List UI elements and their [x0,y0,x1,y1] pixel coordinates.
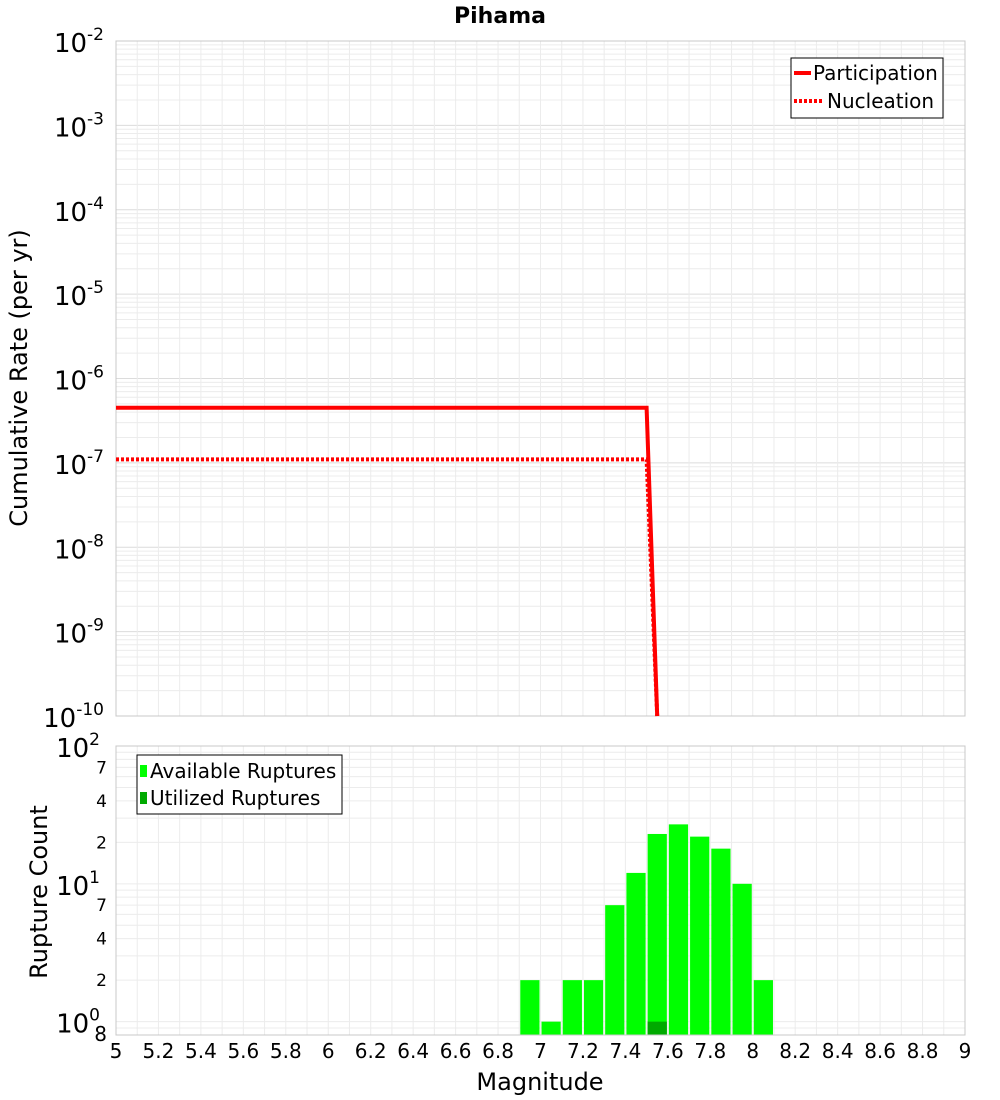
count-y-minor-tick-label: 4 [96,930,107,950]
participation-legend-label: Participation [813,61,938,85]
magnitude-x-tick-label: 5 [110,1039,123,1063]
available-rupture-bar [711,848,731,1035]
magnitude-x-tick-label: 7.6 [652,1039,684,1063]
rate-y-tick-label: 10-7 [54,447,104,481]
count-y-minor-tick-label: 2 [96,833,107,853]
magnitude-x-tick-label: 8.2 [779,1039,811,1063]
rate-y-tick-label: 10-4 [54,194,104,228]
available-rupture-bar [690,836,710,1035]
magnitude-x-tick-label: 8.4 [822,1039,854,1063]
count-y-axis-title: Rupture Count [25,805,53,979]
magnitude-x-tick-label: 6.2 [355,1039,387,1063]
utilized-legend-swatch [140,792,147,804]
nucleation-legend-label: Nucleation [827,89,934,113]
magnitude-x-tick-label: 6.8 [482,1039,514,1063]
rate-grid [115,41,966,717]
available-legend-label: Available Ruptures [150,759,336,783]
rate-y-tick-label: 10-8 [54,531,104,565]
count-y-minor-tick-label: 8 [94,1022,107,1046]
magnitude-x-tick-label: 7.2 [567,1039,599,1063]
magnitude-x-tick-label: 9 [959,1039,972,1063]
count-legend: Available Ruptures Utilized Ruptures [136,754,343,815]
magnitude-x-tick-label: 6 [322,1039,335,1063]
magnitude-x-axis-title: Magnitude [476,1068,603,1096]
available-legend-swatch [140,765,147,777]
available-rupture-bar [605,905,625,1035]
count-y-minor-tick-label: 2 [96,971,107,991]
rate-y-tick-label: 10-5 [54,278,104,312]
count-y-minor-tick-label: 7 [96,758,107,778]
nucleation-line [116,457,660,717]
count-bars [520,824,773,1035]
rate-y-tick-label: 10-6 [54,363,104,397]
count-y-major-tick-label: 102 [56,730,100,764]
rate-y-tick-label: 10-10 [43,700,104,734]
available-rupture-bar [562,980,582,1035]
available-rupture-bar [541,1021,561,1035]
count-y-minor-tick-label: 7 [96,896,107,916]
magnitude-x-tick-label: 8.8 [907,1039,939,1063]
count-y-major-tick-label: 101 [56,868,100,902]
rate-plot-frame [115,40,966,717]
magnitude-x-tick-label: 7 [534,1039,547,1063]
count-legend-box [136,754,343,815]
rate-y-tick-label: 10-3 [54,109,104,143]
count-y-ticks: 102 101 100 7 4 2 7 4 2 8 [56,730,107,1046]
available-rupture-bar [732,883,752,1035]
utilized-legend-label: Utilized Ruptures [150,786,320,810]
magnitude-x-tick-label: 5.6 [227,1039,259,1063]
utilized-rupture-bar [647,1021,667,1035]
rate-legend-box [790,57,944,119]
rate-y-ticks: 10-2 10-3 10-4 10-5 10-6 10-7 10-8 10-9 10-10 [43,25,104,734]
magnitude-x-tick-label: 7.8 [694,1039,726,1063]
rate-y-tick-label: 10-2 [54,25,104,59]
count-panel: 102 101 100 7 4 2 7 4 2 8 5 5.2 5.4 5.6 5.8 6 6.2 6.4 6.6… [25,730,971,1096]
available-rupture-bar [753,980,773,1035]
magnitude-x-tick-label: 8 [746,1039,759,1063]
available-rupture-bar [583,980,604,1035]
magnitude-x-tick-label: 5.2 [143,1039,175,1063]
magnitude-x-tick-label: 5.4 [185,1039,217,1063]
count-y-minor-tick-label: 4 [96,792,107,812]
rate-panel: 10-2 10-3 10-4 10-5 10-6 10-7 10-8 10-9 10-10 Cu… [5,25,966,734]
participation-line [116,405,660,717]
rate-y-axis-title: Cumulative Rate (per yr) [5,229,33,527]
magnitude-x-ticks: 5 5.2 5.4 5.6 5.8 6 6.2 6.4 6.6 6.8 7 7.2 7.4 7.6 7.8 8… [110,1039,972,1063]
rate-series-lines [116,405,660,717]
magnitude-x-tick-label: 5.8 [270,1039,302,1063]
available-rupture-bar [626,872,646,1035]
rate-legend: Participation Nucleation [790,57,944,119]
available-rupture-bar [668,824,689,1035]
available-rupture-bar [520,980,540,1035]
count-plot-frame [115,745,966,1036]
magnitude-x-tick-label: 8.6 [864,1039,896,1063]
chart-title: Pihama [454,4,546,29]
magnitude-x-tick-label: 6.4 [397,1039,429,1063]
available-rupture-bar [647,833,667,1035]
magnitude-x-tick-label: 7.4 [609,1039,641,1063]
count-y-major-tick-label: 100 [56,1006,100,1040]
rate-y-tick-label: 10-9 [54,616,104,650]
magnitude-x-tick-label: 6.6 [440,1039,472,1063]
